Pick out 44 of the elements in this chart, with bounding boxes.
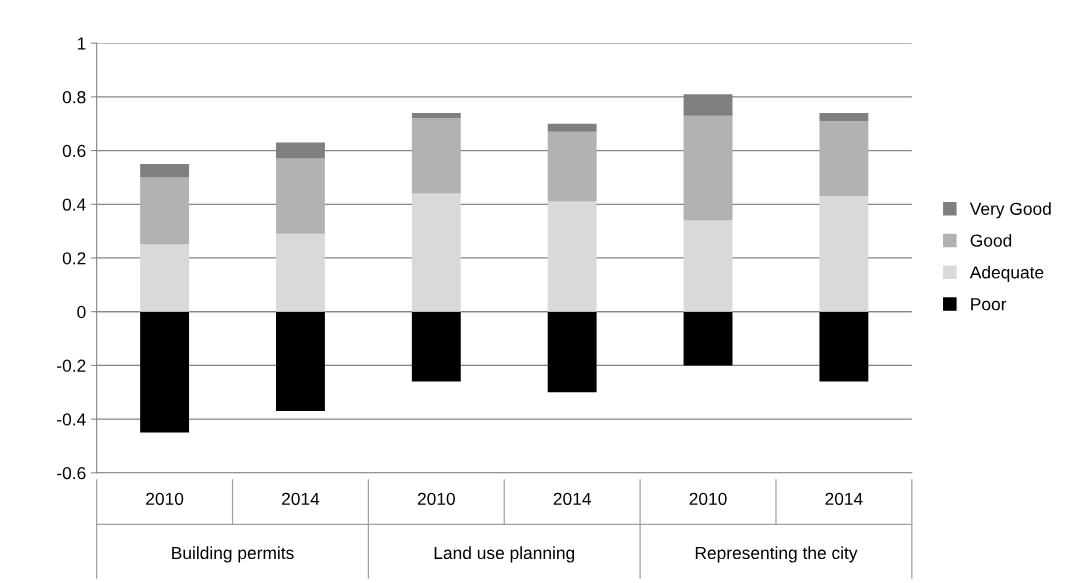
bar [683, 311, 733, 366]
bar [140, 244, 190, 312]
bar [140, 177, 190, 245]
x-tick-label: 2014 [553, 492, 591, 506]
bar [411, 118, 461, 194]
text: Land use planning [434, 546, 575, 563]
bar [819, 311, 869, 382]
legend-label: Poor [971, 298, 1007, 311]
bar [819, 112, 869, 122]
bar [276, 311, 325, 412]
bar [547, 201, 597, 312]
bar [819, 121, 869, 197]
bar [411, 112, 461, 119]
bar [140, 311, 190, 433]
bar [140, 163, 190, 178]
bar [819, 196, 869, 312]
bar [276, 158, 325, 234]
legend-label: Adequate [969, 265, 1044, 282]
x-tick-label: 2010 [689, 492, 727, 506]
text: Representing the city [695, 546, 858, 563]
bar [683, 220, 733, 312]
y-tick-label: 0.4 [62, 198, 86, 211]
legend-label: Good [970, 233, 1012, 247]
x-tick-label: 2010 [417, 492, 455, 506]
bar [276, 233, 325, 312]
x-tick-label: 2010 [146, 492, 184, 506]
bar [547, 123, 597, 132]
y-tick-label: 1 [77, 37, 86, 50]
y-tick-label: 0.8 [62, 91, 86, 104]
y-tick-label: -0.6 [57, 466, 86, 480]
y-tick-label: 0.6 [62, 144, 86, 158]
y-tick-label: -0.2 [57, 359, 86, 372]
bar [411, 311, 461, 382]
y-tick-label: 0.2 [62, 252, 86, 265]
text: Building permits [172, 546, 294, 563]
x-tick-label: 2014 [825, 492, 863, 506]
y-tick-label: -0.4 [57, 413, 86, 426]
legend-label: Very Good [969, 202, 1051, 219]
bar [547, 311, 597, 393]
y-tick-label: 0 [77, 305, 86, 319]
x-tick-label: 2014 [282, 492, 320, 506]
bar [547, 131, 597, 202]
bar [683, 115, 733, 221]
bar [411, 193, 461, 312]
